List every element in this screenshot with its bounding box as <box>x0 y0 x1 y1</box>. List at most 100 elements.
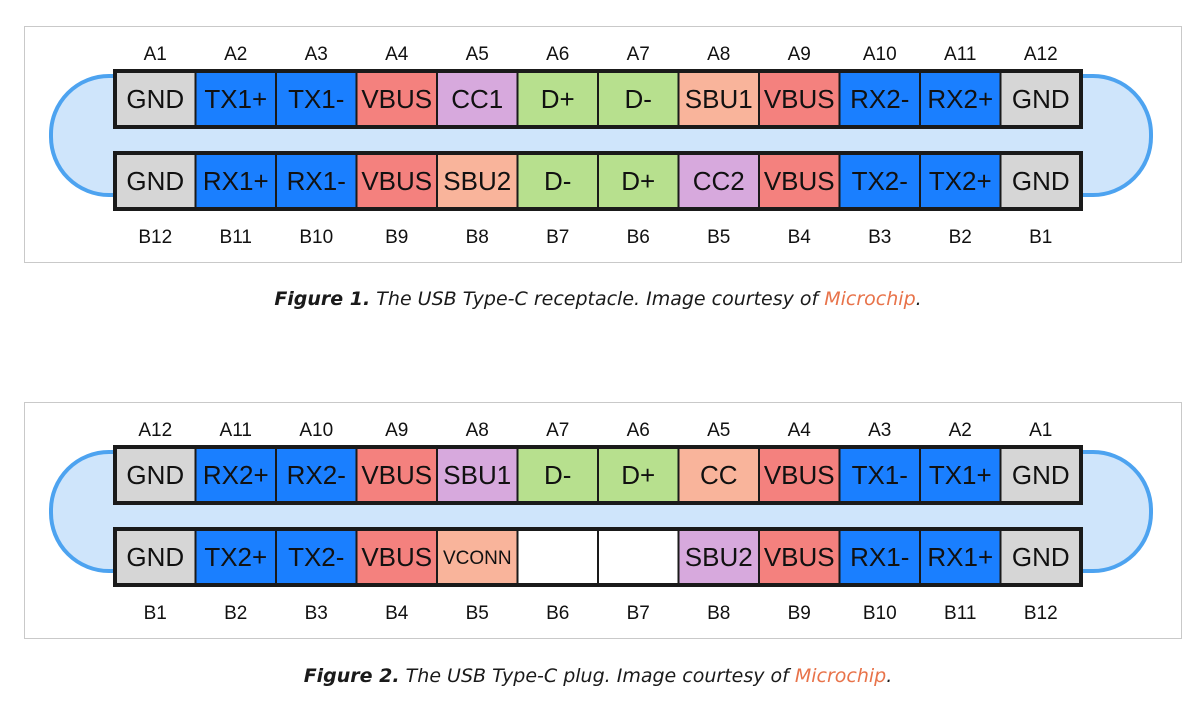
pin-number-label: B6 <box>546 603 569 624</box>
pin-signal-label: RX2- <box>850 84 909 114</box>
pin-number-label: B10 <box>863 603 897 624</box>
pin-signal-label: VBUS <box>764 460 835 490</box>
pin-number-label: A4 <box>385 44 409 65</box>
pin-number-label: B1 <box>144 603 167 624</box>
pin-signal-label: D- <box>544 166 571 196</box>
pin-signal-label: GND <box>1012 84 1070 114</box>
pin-number-label: A11 <box>220 420 252 441</box>
pin-number-label: B11 <box>944 603 976 624</box>
pin-number-label: A3 <box>868 420 891 441</box>
pin-number-label: B9 <box>788 603 811 624</box>
pin-cell <box>838 528 921 586</box>
pin-number-label: A9 <box>788 44 811 65</box>
pin-row-outline <box>113 445 1083 505</box>
pin-number-label: A8 <box>707 44 730 65</box>
pin-signal-label: VBUS <box>764 84 835 114</box>
pin-cell <box>758 70 841 128</box>
pin-cell <box>838 446 921 504</box>
pin-signal-label: RX2+ <box>927 84 993 114</box>
pin-signal-label: RX1- <box>287 166 346 196</box>
pin-number-label: A7 <box>627 44 650 65</box>
pin-number-label: B2 <box>949 227 972 248</box>
pin-number-label: B7 <box>627 603 650 624</box>
pin-row-outline <box>113 527 1083 587</box>
pin-cell <box>597 152 680 210</box>
pin-number-label: A4 <box>788 420 812 441</box>
pin-number-label: B8 <box>466 227 489 248</box>
pin-signal-label: VBUS <box>361 84 432 114</box>
pin-signal-label: RX2+ <box>203 460 269 490</box>
pin-signal-label: D+ <box>541 84 575 114</box>
pin-number-label: B12 <box>1024 603 1058 624</box>
pin-cell <box>999 70 1082 128</box>
pin-number-label: A10 <box>299 420 333 441</box>
pin-signal-label: SBU1 <box>685 84 753 114</box>
pin-number-label: A11 <box>944 44 976 65</box>
pin-signal-label: RX2- <box>287 460 346 490</box>
pin-signal-label: SBU2 <box>685 542 753 572</box>
microchip-link[interactable]: Microchip <box>794 665 887 687</box>
caption-end: . <box>915 288 922 310</box>
figure-2-caption: Figure 2. The USB Type-C plug. Image cou… <box>0 665 1196 687</box>
pin-signal-label: CC <box>700 460 738 490</box>
pin-cell <box>677 70 760 128</box>
pin-signal-label: TX1+ <box>929 460 992 490</box>
pin-cell <box>275 152 358 210</box>
pin-cell <box>838 152 921 210</box>
pin-signal-label: CC2 <box>693 166 745 196</box>
receptacle-pinout-diagram: GND TX1+ TX1- VBUS CC1 D+ D- SBU1 VBUS RX2- RX2+ GN… <box>49 44 1153 248</box>
pin-signal-label: GND <box>1012 542 1070 572</box>
pin-signal-label: RX1+ <box>927 542 993 572</box>
pin-number-label: A1 <box>144 44 167 65</box>
pin-cell <box>516 152 599 210</box>
pin-number-label: B6 <box>627 227 650 248</box>
pin-number-label: B11 <box>220 227 252 248</box>
microchip-link[interactable]: Microchip <box>824 288 916 310</box>
pin-signal-label: VBUS <box>361 460 432 490</box>
pin-number-label: A5 <box>707 420 730 441</box>
pin-signal-label: TX1+ <box>204 84 267 114</box>
pin-signal-label: GND <box>1012 166 1070 196</box>
pin-cell <box>677 528 760 586</box>
pin-signal-label: CC1 <box>451 84 503 114</box>
pin-number-label: A2 <box>949 420 972 441</box>
pin-number-label: B12 <box>138 227 172 248</box>
pin-row-outline <box>113 151 1083 211</box>
pin-number-label: B3 <box>305 603 328 624</box>
pin-signal-label: VBUS <box>764 166 835 196</box>
pin-signal-label: GND <box>126 166 184 196</box>
pin-number-label: B7 <box>546 227 569 248</box>
pin-number-label: B10 <box>299 227 333 248</box>
pin-number-label: A9 <box>385 420 408 441</box>
pin-signal-label: VBUS <box>361 166 432 196</box>
pin-signal-label: TX1- <box>288 84 344 114</box>
pin-number-label: A12 <box>138 420 172 441</box>
pin-cell <box>355 152 438 210</box>
pin-signal-label: VBUS <box>764 542 835 572</box>
pin-cell <box>999 528 1082 586</box>
pin-cell <box>275 528 358 586</box>
pin-number-label: A8 <box>466 420 489 441</box>
pin-row-outline <box>113 69 1083 129</box>
pin-number-label: A7 <box>546 420 569 441</box>
pin-number-label: B3 <box>868 227 891 248</box>
pin-signal-label: GND <box>126 84 184 114</box>
pin-signal-label: TX2+ <box>204 542 267 572</box>
pin-number-label: B4 <box>385 603 409 624</box>
pin-cell <box>275 70 358 128</box>
pin-signal-label: VCONN <box>443 548 512 569</box>
plug-figure-panel: GND RX2+ RX2- VBUS SBU1 D- D+ CC VBUS TX1- TX1+ GND… <box>24 402 1182 639</box>
pin-number-label: B1 <box>1029 227 1052 248</box>
pin-signal-label: D- <box>544 460 571 490</box>
caption-end: . <box>886 665 893 687</box>
pin-signal-label: D- <box>625 84 652 114</box>
pin-signal-label: RX1+ <box>203 166 269 196</box>
pin-number-label: B9 <box>385 227 408 248</box>
pin-number-label: B5 <box>466 603 489 624</box>
pin-number-label: A5 <box>466 44 489 65</box>
pin-signal-label: TX2+ <box>929 166 992 196</box>
pin-number-label: A2 <box>224 44 247 65</box>
pin-number-label: B2 <box>224 603 247 624</box>
pin-number-label: A10 <box>863 44 897 65</box>
pin-signal-label: GND <box>126 542 184 572</box>
